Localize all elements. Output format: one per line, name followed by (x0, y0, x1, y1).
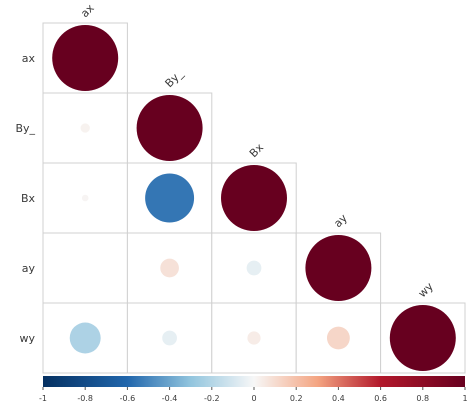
correlation-circle-wy-By_ (162, 330, 177, 346)
legend-tick-label: -1 (39, 394, 47, 403)
grid-cell-wy-ay (295, 302, 382, 374)
correlation-circle-ay-Bx (246, 260, 262, 276)
column-label-wy: wy (416, 280, 437, 301)
row-label-ay: ay (22, 262, 36, 275)
legend-tick-label: -0.2 (204, 394, 220, 403)
column-label-ax: ax (78, 1, 97, 20)
legend-tick-label: 1 (462, 394, 467, 403)
row-label-wy: wy (19, 332, 35, 345)
correlation-circle-By_-By_ (136, 95, 203, 161)
row-label-ax: ax (22, 52, 36, 65)
grid-cell-ay-ax (42, 232, 128, 304)
legend-tick-label: 0 (251, 394, 256, 403)
correlation-circle-Bx-Bx (221, 165, 287, 231)
legend-tick-label: 0.6 (374, 394, 387, 403)
legend-tick-label: 0.2 (290, 394, 303, 403)
legend-color-bar (43, 376, 465, 387)
legend-tick-label: -0.8 (77, 394, 93, 403)
correlation-circle-Bx-By_ (145, 173, 195, 223)
correlation-circle-ay-By_ (160, 258, 179, 278)
row-label-By_: By_ (15, 122, 35, 135)
correlation-circle-wy-Bx (247, 331, 261, 345)
grid-cell-ay-By_ (126, 232, 213, 304)
legend-tick-label: -0.4 (162, 394, 178, 403)
correlation-circle-ay-ay (305, 235, 372, 301)
color-legend: -1 -0.8 -0.6 -0.4 -0.2 0 0.2 0.4 0.6 0.8 1 (39, 376, 468, 403)
legend-tick-label: 0.4 (332, 394, 345, 403)
column-label-ay: ay (331, 211, 350, 230)
correlation-circle-ax-ax (52, 25, 119, 91)
legend-tick-label: -0.6 (120, 394, 136, 403)
column-label-By_: By_ (163, 67, 186, 90)
correlation-circle-wy-ax (69, 322, 101, 354)
correlation-circle-wy-ay (326, 326, 350, 350)
legend-tick-label: 0.8 (416, 394, 429, 403)
correlation-circle-Bx-ax (81, 194, 89, 202)
correlation-circle-wy-wy (389, 305, 456, 371)
correlation-circle-By_-ax (80, 123, 90, 133)
correlation-circles (52, 25, 456, 371)
column-label-Bx: Bx (247, 141, 266, 160)
row-label-Bx: Bx (21, 192, 36, 205)
